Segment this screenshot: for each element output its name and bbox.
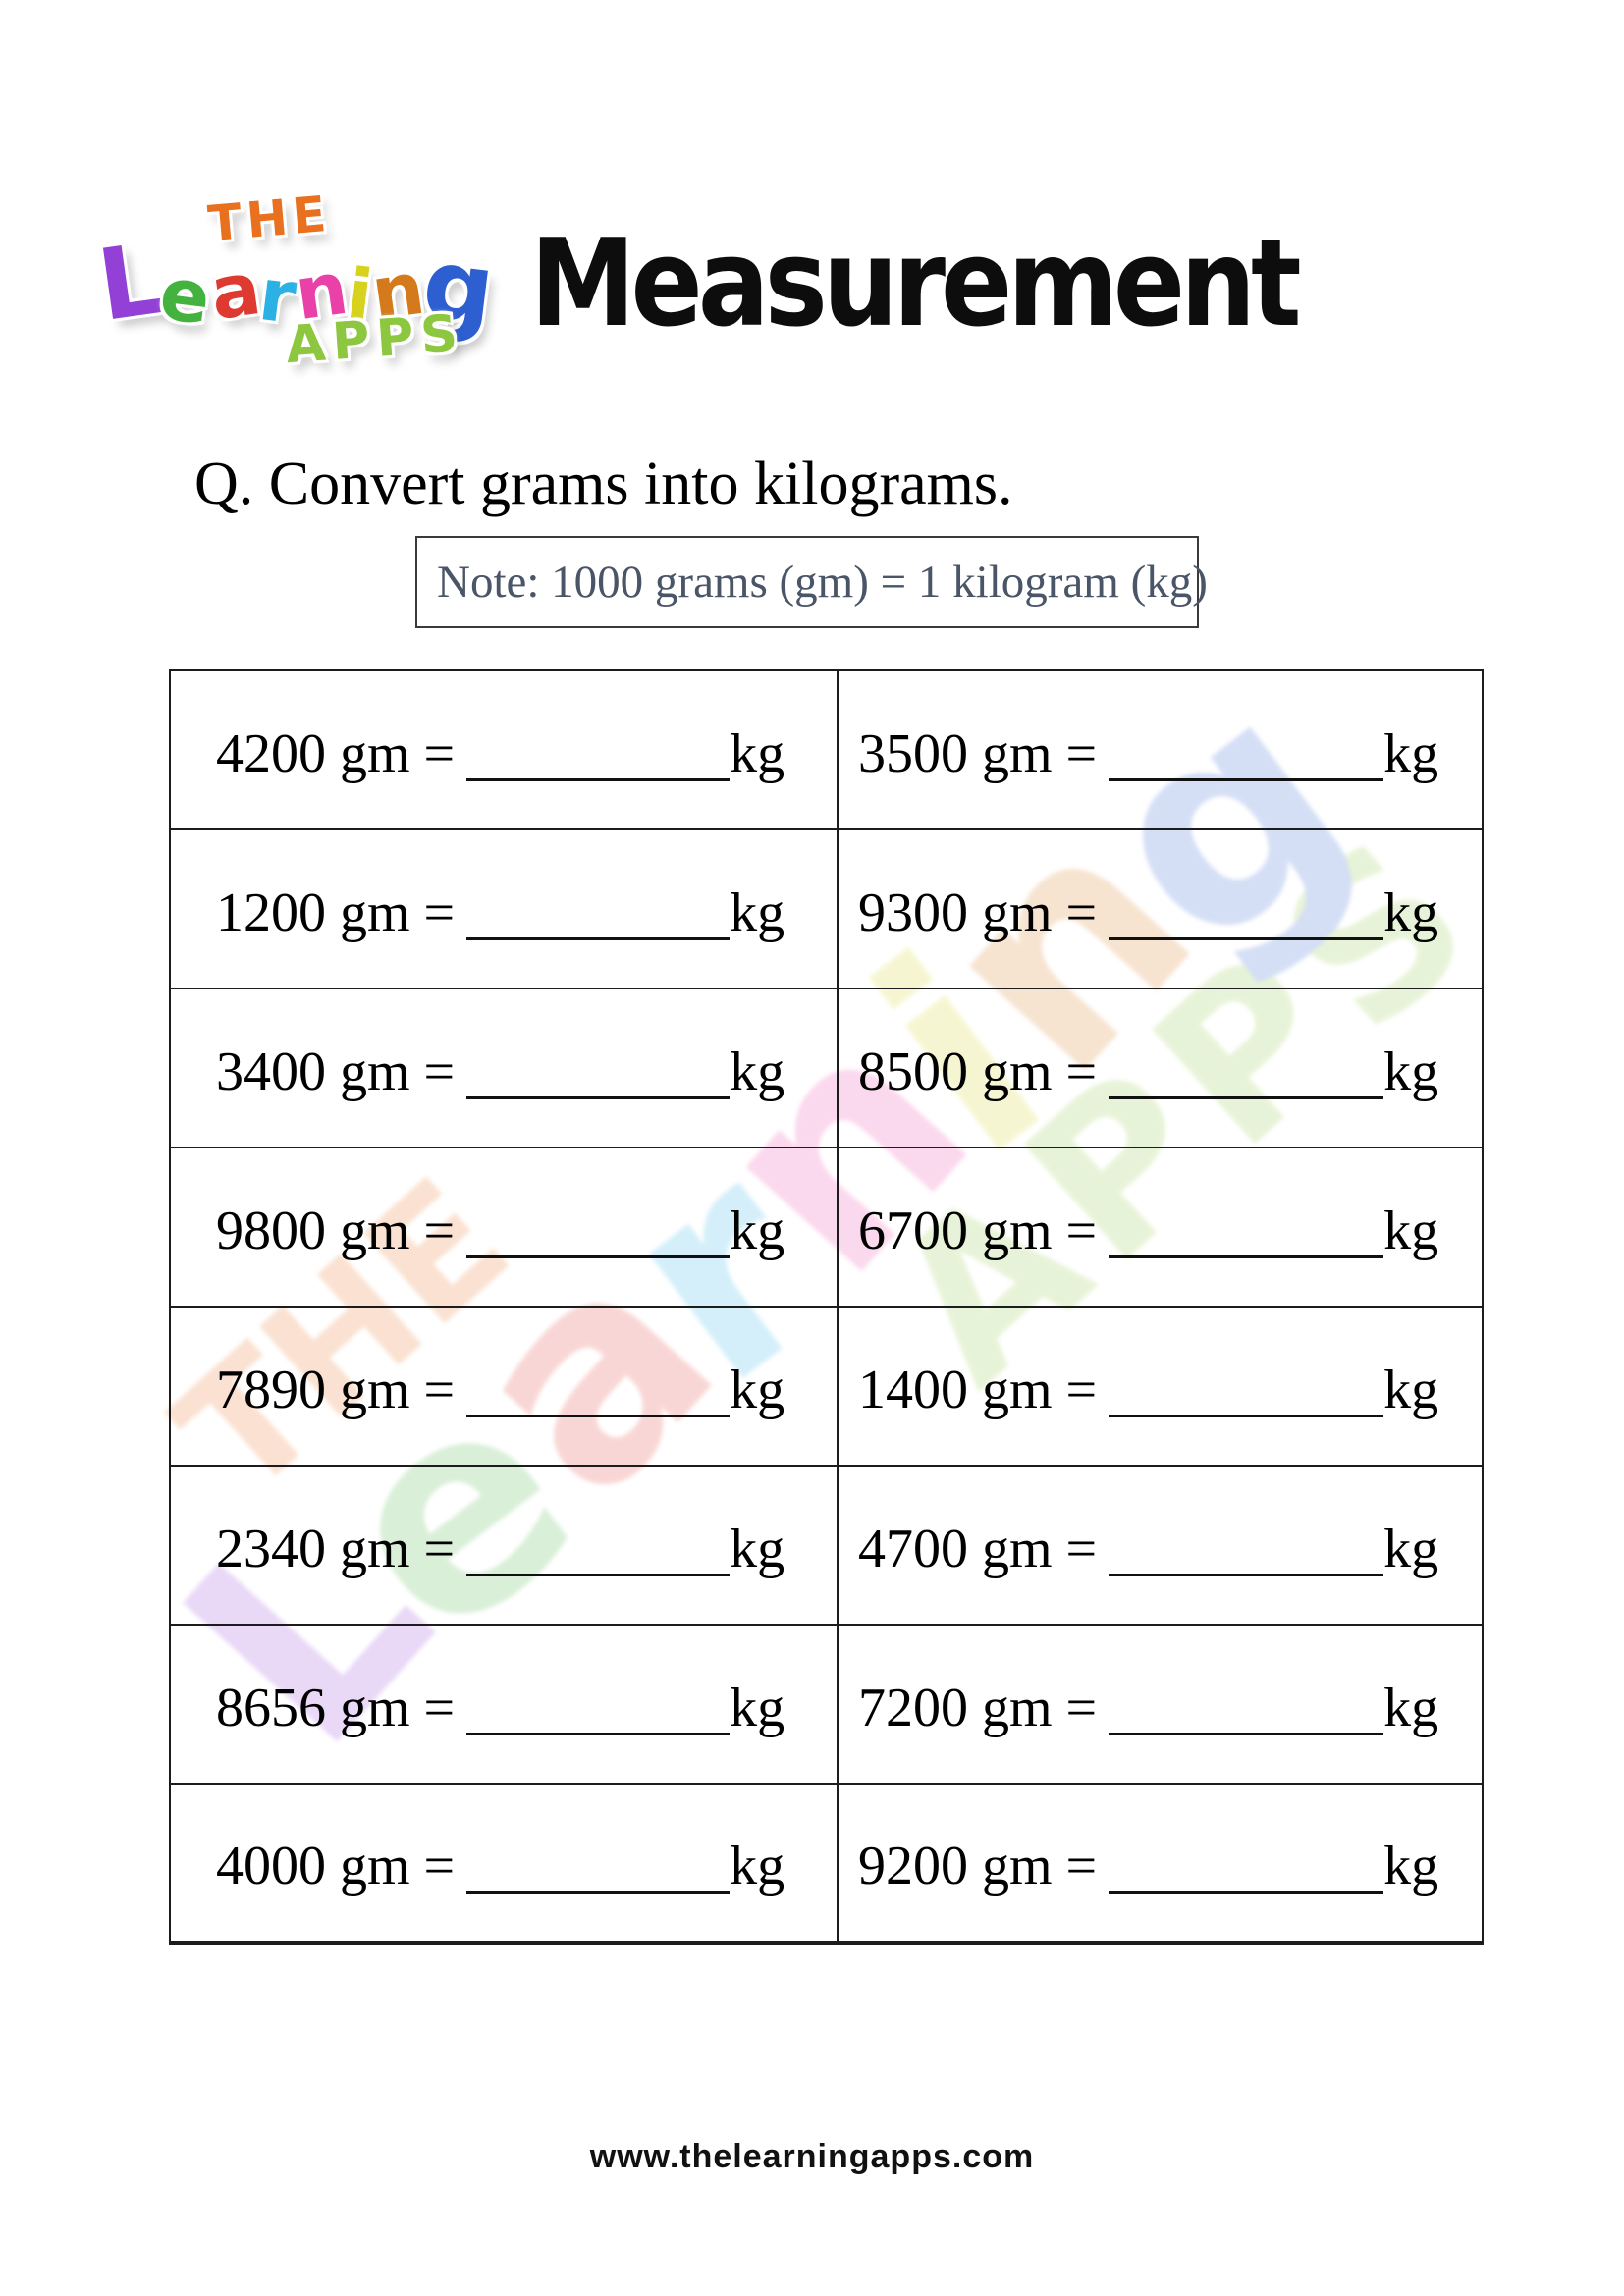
answer-blank[interactable] [1109, 1255, 1384, 1258]
problem-text: 7200 gm = [858, 1677, 1098, 1738]
answer-blank[interactable] [466, 1732, 731, 1735]
unit-label: kg [730, 1836, 785, 1896]
problem-text: 8500 gm = [858, 1041, 1098, 1102]
question-text: Q. Convert grams into kilograms. [194, 451, 1013, 517]
unit-label: kg [1383, 881, 1439, 943]
conversion-problem: 4700 gm = kg [837, 1465, 1484, 1626]
table-row: 3400 gm = kg 8500 gm = kg [169, 988, 1484, 1148]
unit-label: kg [1383, 1518, 1439, 1579]
problem-text: 9800 gm = [216, 1200, 456, 1261]
logo-word-apps: APPS [284, 303, 466, 376]
answer-blank[interactable] [466, 936, 731, 940]
conversion-problem: 3500 gm = kg [837, 669, 1484, 830]
unit-label: kg [730, 1677, 785, 1738]
conversion-problem: 4200 gm = kg [169, 669, 839, 830]
conversion-problem: 2340 gm = kg [169, 1465, 839, 1626]
problem-text: 4000 gm = [216, 1836, 456, 1896]
table-row: 2340 gm = kg 4700 gm = kg [169, 1465, 1484, 1626]
conversion-problem: 1400 gm = kg [837, 1306, 1484, 1467]
unit-label: kg [730, 1518, 785, 1579]
unit-label: kg [1383, 1359, 1439, 1420]
conversion-problem: 3400 gm = kg [169, 988, 839, 1148]
answer-blank[interactable] [1109, 1732, 1384, 1735]
unit-label: kg [730, 722, 785, 784]
problem-text: 3500 gm = [858, 722, 1098, 784]
conversion-problem: 1200 gm = kg [169, 828, 839, 989]
conversion-problem: 7890 gm = kg [169, 1306, 839, 1467]
answer-blank[interactable] [466, 777, 731, 781]
table-row: 1200 gm = kg 9300 gm = kg [169, 828, 1484, 989]
unit-label: kg [1383, 1836, 1439, 1896]
unit-label: kg [1383, 1200, 1439, 1261]
answer-blank[interactable] [466, 1414, 731, 1417]
conversion-problem: 4000 gm = kg [169, 1783, 839, 1944]
learning-apps-logo: THE Learning APPS [90, 186, 503, 376]
footer-url: www.thelearningapps.com [589, 2138, 1035, 2175]
unit-label: kg [1383, 722, 1439, 784]
answer-blank[interactable] [466, 1573, 731, 1576]
unit-label: kg [1383, 1041, 1439, 1102]
conversion-table: 4200 gm = kg 3500 gm = kg 1200 gm = kg 9300… [169, 669, 1484, 1945]
problem-text: 4200 gm = [216, 722, 456, 784]
answer-blank[interactable] [466, 1891, 731, 1894]
conversion-problem: 8656 gm = kg [169, 1624, 839, 1785]
table-row: 9800 gm = kg 6700 gm = kg [169, 1147, 1484, 1308]
answer-blank[interactable] [466, 1095, 731, 1099]
table-row: 7890 gm = kg 1400 gm = kg [169, 1306, 1484, 1467]
conversion-problem: 9200 gm = kg [837, 1783, 1484, 1944]
problem-text: 4700 gm = [858, 1518, 1098, 1579]
unit-label: kg [1383, 1677, 1439, 1738]
table-row: 4200 gm = kg 3500 gm = kg [169, 669, 1484, 830]
problem-text: 7890 gm = [216, 1359, 456, 1420]
problem-text: 3400 gm = [216, 1041, 456, 1102]
problem-text: 9200 gm = [858, 1836, 1098, 1896]
answer-blank[interactable] [1109, 1891, 1384, 1894]
note-box: Note: 1000 grams (gm) = 1 kilogram (kg) [415, 536, 1208, 628]
page-title: Measurement [530, 214, 1302, 354]
table-row: 4000 gm = kg 9200 gm = kg [169, 1783, 1484, 1944]
note-text: Note: 1000 grams (gm) = 1 kilogram (kg) [437, 557, 1208, 608]
answer-blank[interactable] [1109, 936, 1384, 940]
conversion-problem: 6700 gm = kg [837, 1147, 1484, 1308]
unit-label: kg [730, 1359, 785, 1420]
answer-blank[interactable] [1109, 1095, 1384, 1099]
conversion-problem: 7200 gm = kg [837, 1624, 1484, 1785]
problem-text: 2340 gm = [216, 1518, 456, 1579]
answer-blank[interactable] [1109, 1573, 1384, 1576]
answer-blank[interactable] [466, 1255, 731, 1258]
problem-text: 1400 gm = [858, 1359, 1098, 1420]
table-row: 8656 gm = kg 7200 gm = kg [169, 1624, 1484, 1785]
answer-blank[interactable] [1109, 777, 1384, 781]
problem-text: 6700 gm = [858, 1200, 1098, 1261]
problem-text: 8656 gm = [216, 1677, 456, 1738]
unit-label: kg [730, 1041, 785, 1102]
unit-label: kg [730, 881, 785, 943]
unit-label: kg [730, 1200, 785, 1261]
conversion-problem: 9300 gm = kg [837, 828, 1484, 989]
conversion-problem: 8500 gm = kg [837, 988, 1484, 1148]
conversion-problem: 9800 gm = kg [169, 1147, 839, 1308]
problem-text: 9300 gm = [858, 881, 1098, 943]
problem-text: 1200 gm = [216, 881, 456, 943]
answer-blank[interactable] [1109, 1414, 1384, 1417]
